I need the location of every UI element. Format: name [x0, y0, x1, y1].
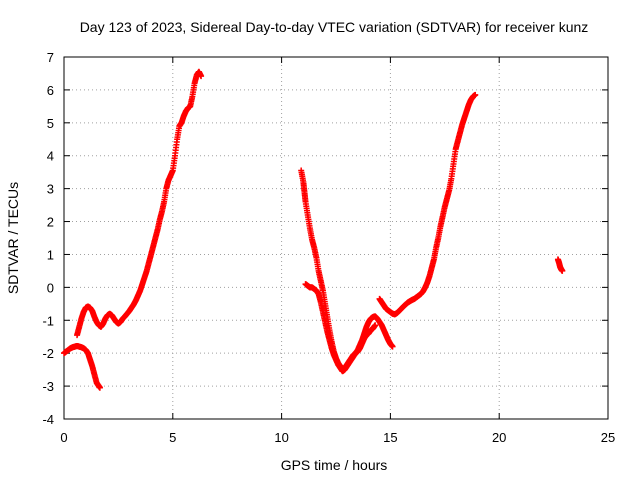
y-tick-label: -1 — [42, 313, 54, 328]
data-point — [559, 267, 566, 274]
x-axis-ticks: 0 5 10 15 20 25 — [60, 57, 615, 445]
plot-frame — [63, 56, 609, 420]
x-tick-label: 20 — [492, 430, 506, 445]
x-tick-label: 10 — [274, 430, 288, 445]
x-tick-label: 5 — [169, 430, 176, 445]
y-tick-label: 0 — [47, 280, 54, 295]
x-tick-label: 25 — [601, 430, 615, 445]
data-point — [389, 343, 396, 350]
y-tick-label: 2 — [47, 215, 54, 230]
y-axis-label: SDTVAR / TECUs — [5, 182, 21, 294]
chart-title: Day 123 of 2023, Sidereal Day-to-day VTE… — [80, 19, 589, 35]
data-point — [372, 322, 379, 329]
x-axis-label: GPS time / hours — [281, 457, 388, 473]
y-tick-label: 4 — [47, 149, 54, 164]
data-points — [61, 68, 566, 391]
y-tick-label: 1 — [47, 247, 54, 262]
data-point — [198, 73, 205, 80]
x-tick-label: 0 — [60, 430, 67, 445]
y-axis-ticks: -4 -3 -2 -1 0 1 2 3 4 5 6 7 — [42, 50, 608, 427]
y-tick-label: -2 — [42, 346, 54, 361]
x-tick-label: 15 — [383, 430, 397, 445]
y-tick-label: -4 — [42, 412, 54, 427]
y-tick-label: 3 — [47, 182, 54, 197]
y-tick-label: 7 — [47, 50, 54, 65]
data-point — [472, 91, 479, 98]
y-tick-label: 5 — [47, 116, 54, 131]
data-point — [96, 384, 103, 391]
y-tick-label: -3 — [42, 379, 54, 394]
y-tick-label: 6 — [47, 83, 54, 98]
